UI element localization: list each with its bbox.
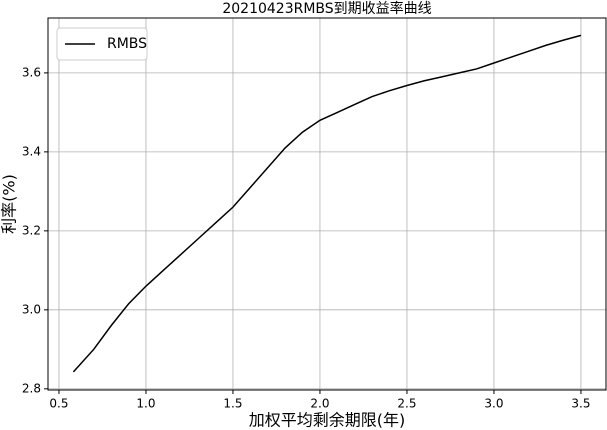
x-tick-label: 3.5 bbox=[571, 397, 590, 411]
plot-frame bbox=[47, 17, 607, 391]
y-tick-label: 3.2 bbox=[22, 223, 41, 237]
x-tick-label: 3.0 bbox=[484, 397, 503, 411]
legend-label: RMBS bbox=[107, 36, 147, 52]
x-axis-label: 加权平均剩余期限(年) bbox=[249, 411, 406, 430]
x-tick-label: 1.0 bbox=[136, 397, 155, 411]
legend-box bbox=[56, 27, 148, 61]
y-tick-label: 3.6 bbox=[22, 65, 41, 79]
x-tick-label: 0.5 bbox=[49, 397, 68, 411]
y-tick-label: 3.4 bbox=[22, 144, 41, 158]
y-axis-label: 利率(%) bbox=[0, 174, 19, 234]
x-tick-label: 2.0 bbox=[310, 397, 329, 411]
x-tick-label: 2.5 bbox=[397, 397, 416, 411]
y-tick-label: 2.8 bbox=[22, 381, 41, 395]
line-series bbox=[72, 34, 582, 373]
y-tick-label: 3.0 bbox=[22, 302, 41, 316]
x-tick-label: 1.5 bbox=[223, 397, 242, 411]
chart-title: 20210423RMBS到期收益率曲线 bbox=[222, 0, 431, 17]
